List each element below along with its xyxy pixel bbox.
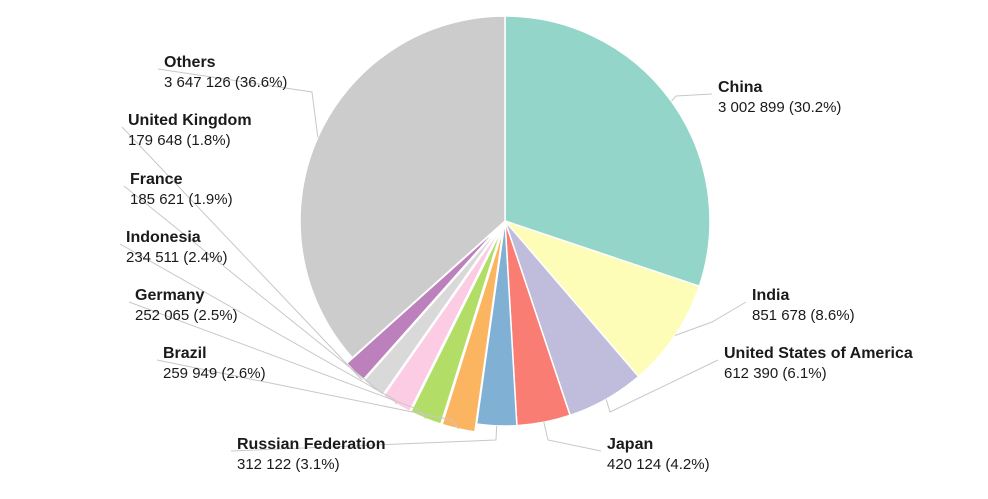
leader-line-united-kingdom	[121, 126, 363, 381]
slice-label-germany: Germany	[135, 287, 204, 304]
pie-slice-brazil	[441, 228, 504, 433]
leader-line-china	[671, 93, 713, 102]
slice-value-indonesia: 234 511 (2.4%)	[126, 249, 227, 266]
slice-label-united-kingdom: United Kingdom	[128, 112, 252, 129]
slice-value-united-states-of-america: 612 390 (6.1%)	[724, 365, 827, 382]
pie-slice-india	[502, 219, 701, 378]
slice-label-france: France	[130, 171, 183, 188]
slice-label-russian-federation: Russian Federation	[237, 436, 385, 453]
labels-layer: China 3 002 899 (30.2%) India 851 678 (8.6%…	[126, 54, 913, 473]
slice-value-russian-federation: 312 122 (3.1%)	[237, 456, 340, 473]
leader-line-others	[157, 68, 319, 138]
slice-label-united-states-of-america: United States of America	[724, 345, 913, 362]
leader-line-russian-federation	[230, 425, 498, 452]
slice-value-united-kingdom: 179 648 (1.8%)	[128, 132, 231, 149]
slice-value-others: 3 647 126 (36.6%)	[164, 74, 287, 91]
leader-line-brazil	[156, 359, 459, 430]
leader-lines-layer	[119, 68, 747, 452]
pie-slice-china	[504, 15, 711, 288]
slice-label-brazil: Brazil	[163, 345, 207, 362]
slice-value-france: 185 621 (1.9%)	[130, 191, 233, 208]
leader-line-germany	[128, 301, 426, 419]
slices-layer	[299, 15, 711, 433]
leader-line-united-states-of-america	[605, 359, 719, 413]
leader-line-japan	[543, 422, 602, 452]
slice-value-china: 3 002 899 (30.2%)	[718, 99, 841, 116]
slice-value-japan: 420 124 (4.2%)	[607, 456, 710, 473]
slice-label-others: Others	[164, 54, 216, 71]
leader-line-indonesia	[119, 243, 397, 405]
pie-slice-france	[362, 226, 501, 397]
slice-value-brazil: 259 949 (2.6%)	[163, 365, 266, 382]
leader-line-france	[123, 185, 379, 391]
slice-label-indonesia: Indonesia	[126, 229, 201, 246]
leader-line-india	[674, 301, 747, 336]
slice-label-india: India	[752, 287, 789, 304]
slice-value-germany: 252 065 (2.5%)	[135, 307, 238, 324]
slice-label-japan: Japan	[607, 436, 653, 453]
slice-label-china: China	[718, 79, 763, 96]
slice-value-india: 851 678 (8.6%)	[752, 307, 855, 324]
